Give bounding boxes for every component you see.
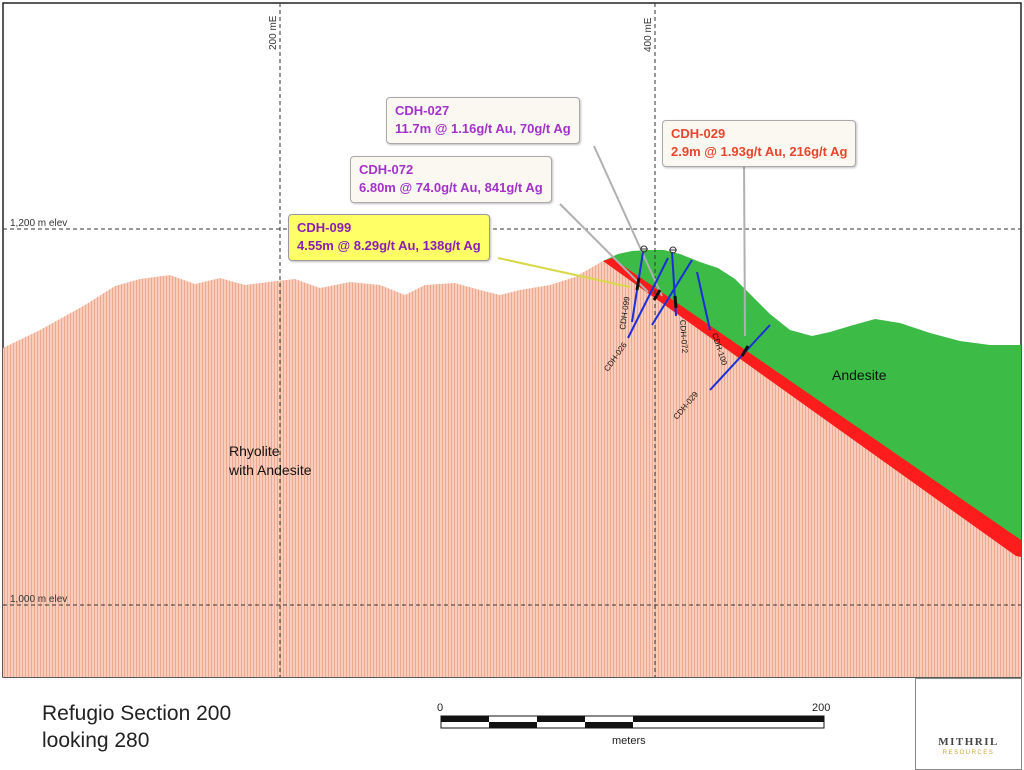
label-1200m-elev: 1,200 m elev [10,218,67,229]
scale-bar [440,715,825,729]
label-200mE: 200 mE [268,15,279,50]
callout-cdh029-hole: CDH-029 [671,126,726,141]
scale-bar-segment [441,716,489,722]
section-title-line1: Refugio Section 200 [42,702,232,725]
callout-cdh099: CDH-099 4.55m @ 8.29g/t Au, 138g/t Ag [288,214,490,261]
andesite-label: Andesite [832,367,887,383]
rhyolite-unit [3,261,1021,677]
label-1000m-elev: 1,000 m elev [10,594,67,605]
callout-cdh072-hole: CDH-072 [359,162,414,177]
callout-cdh027-hole: CDH-027 [395,103,450,118]
rhyolite-label-line2: with Andesite [228,462,312,478]
callout-cdh099-hole: CDH-099 [297,220,352,235]
section-title: Refugio Section 200 looking 280 [42,700,231,754]
intercept-cdh026 [652,289,662,301]
leader-cdh029 [743,159,746,337]
intercept-cdh072 [673,295,678,309]
callout-cdh029-intercept: 2.9m @ 1.93g/t Au, 216g/t Ag [671,144,848,159]
callout-cdh099-intercept: 4.55m @ 8.29g/t Au, 138g/t Ag [297,238,481,253]
drillhole-cdh026 [627,257,669,339]
callout-cdh027-intercept: 11.7m @ 1.16g/t Au, 70g/t Ag [395,121,571,136]
callout-cdh072: CDH-072 6.80m @ 74.0g/t Au, 841g/t Ag [350,156,552,203]
scale-bar-start-label: 0 [437,702,444,714]
drillhole-cdh100 [696,271,711,331]
scale-bar-end-label: 200 [812,702,831,714]
company-logo-box: MITHRIL RESOURCES [915,678,1022,770]
leader-cdh027 [593,145,663,297]
leader-cdh072 [559,203,649,293]
section-title-line2: looking 280 [42,729,150,752]
callout-cdh029: CDH-029 2.9m @ 1.93g/t Au, 216g/t Ag [662,120,857,167]
scale-bar-unit-label: meters [612,735,646,747]
drillhole-cdh029 [709,324,771,391]
company-logo-name: MITHRIL [938,736,999,748]
scale-bar-segment [537,716,585,722]
drillhole-cdh026-b [651,259,693,326]
company-logo-subtitle: RESOURCES [942,750,995,756]
scale-bar-segment [489,722,537,728]
drillhole-label-cdh072: CDH-072 [678,320,689,354]
intercept-cdh029 [740,345,750,357]
leader-cdh099 [497,257,631,288]
scale-bar-segment [585,722,633,728]
scale-bar-segment [633,716,824,722]
rhyolite-label-line1: Rhyolite [229,443,280,459]
vein-zone [603,258,1021,557]
callout-cdh072-intercept: 6.80m @ 74.0g/t Au, 841g/t Ag [359,180,543,195]
callout-cdh027: CDH-027 11.7m @ 1.16g/t Au, 70g/t Ag [386,97,580,144]
label-400mE: 400 mE [643,17,654,52]
intercept-cdh099 [635,277,641,291]
